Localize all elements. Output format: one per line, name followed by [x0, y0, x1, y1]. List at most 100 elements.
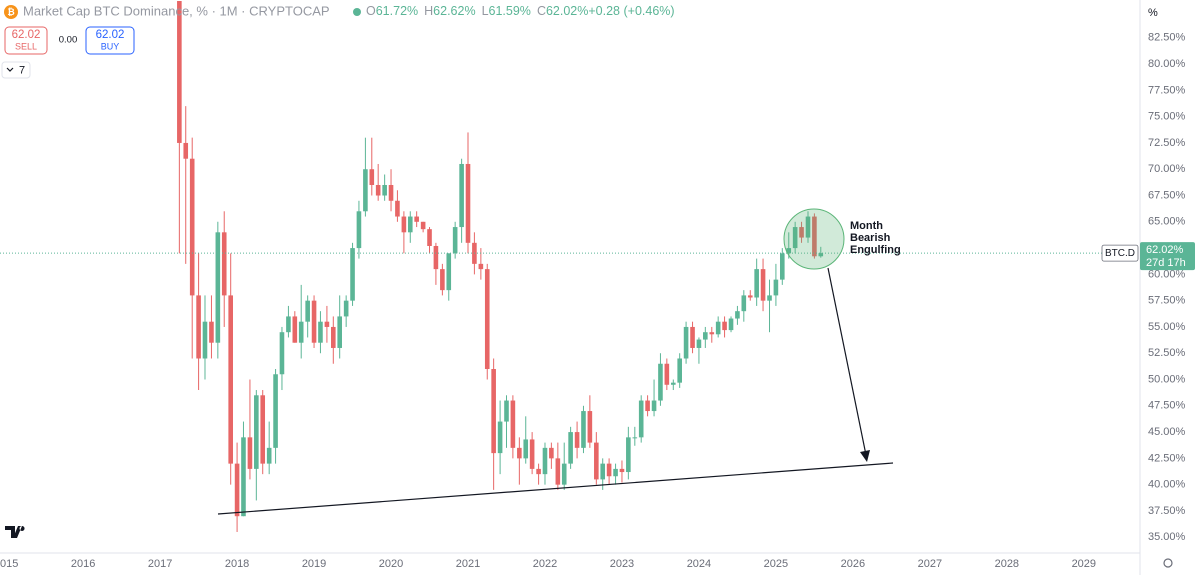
legend-key: L [482, 4, 489, 18]
candle-body [561, 463, 567, 485]
candle-body [651, 400, 657, 412]
axes: 35.00% 37.50% 40.00% 42.50% 45.00% 47.50% 50.0… [0, 32, 1186, 570]
x-tick-label: 2019 [302, 558, 326, 570]
candle-body [677, 358, 682, 383]
x-tick-label: 2018 [225, 558, 249, 570]
candle-body [703, 332, 708, 340]
x-tick-label: 2017 [148, 558, 172, 570]
candle-body [792, 227, 798, 249]
candle-body [510, 400, 516, 448]
sell-button[interactable] [4, 26, 48, 55]
chevron-icon [6, 67, 14, 72]
symbol-icon-glyph: ₿ [7, 7, 14, 17]
candle-body [805, 216, 811, 238]
symbol-icon [4, 5, 18, 19]
candle-body [318, 321, 323, 343]
y-tick-label: 77.50% [1148, 84, 1186, 96]
candle-body [664, 363, 670, 385]
annotation: Engulfing [850, 244, 901, 256]
candle-body [177, 1, 182, 143]
candle-body [747, 295, 753, 298]
market-status[interactable] [353, 8, 361, 16]
candle-body [324, 321, 330, 327]
y-tick-label: 82.50% [1148, 32, 1186, 44]
symbol-tag-text: BTC.D [1105, 248, 1135, 259]
candle-body [690, 326, 695, 348]
scale-mode-button[interactable] [1142, 3, 1194, 23]
price-tag-countdown: 27d 17h [1146, 257, 1186, 269]
candle-body [574, 432, 580, 448]
candle-body [382, 185, 387, 196]
candle-body [581, 411, 586, 448]
scale-unit: % [1148, 7, 1158, 19]
candle-body [779, 253, 785, 280]
candle-body [273, 374, 278, 448]
x-tick-label: 2015 [0, 558, 18, 570]
candle-body [241, 437, 246, 517]
buy-price: 62.02 [96, 29, 125, 41]
candle-body [626, 437, 631, 473]
x-tick-label: 2029 [1072, 558, 1096, 570]
y-tick-label: 67.50% [1148, 189, 1186, 201]
candle-body [215, 232, 221, 343]
candle-body [536, 468, 541, 475]
candle-body [619, 468, 625, 473]
candle-body [529, 439, 535, 469]
candle-body [331, 326, 336, 348]
candle-body [812, 216, 817, 257]
candle-body [337, 316, 342, 348]
chart-title[interactable]: Market Cap BTC Dominance, % · 1M · CRYPT… [23, 3, 330, 18]
candle-body [401, 216, 407, 233]
legend-value: 61.59% [489, 4, 531, 18]
candle-body [363, 169, 368, 212]
candle-body [613, 468, 618, 477]
legend-value: 62.62% [433, 4, 475, 18]
candle-body [279, 332, 285, 375]
candle-body [735, 311, 740, 319]
legend-key: H [424, 4, 433, 18]
legend-key: C [537, 4, 546, 18]
candle-body [773, 279, 779, 296]
candle-body [497, 421, 503, 454]
candle-body [484, 269, 490, 369]
candle-body [388, 185, 394, 201]
y-tick-label: 70.00% [1148, 163, 1186, 175]
x-tick-label: 2022 [533, 558, 557, 570]
tv-logo[interactable] [5, 526, 25, 538]
y-tick-label: 60.00% [1148, 268, 1186, 280]
candle-body [298, 321, 304, 343]
indicators-toggle[interactable] [1, 61, 31, 79]
candle-body [247, 437, 253, 469]
y-tick-label: 72.50% [1148, 137, 1186, 149]
x-tick-label: 2026 [841, 558, 865, 570]
ohlc-legend: O61.72% H62.62% L61.59% C62.02%+0.28 (+0.46… [366, 4, 675, 18]
x-tick-label: 2021 [456, 558, 480, 570]
y-tick-label: 45.00% [1148, 426, 1186, 438]
candle-body [728, 318, 734, 331]
candle-body [459, 163, 464, 228]
y-tick-label: 35.00% [1148, 531, 1186, 543]
y-tick-label: 52.50% [1148, 347, 1186, 359]
candle-body [683, 326, 689, 359]
candle-body [369, 169, 375, 185]
x-tick-label: 2028 [995, 558, 1019, 570]
sell-label: SELL [15, 41, 37, 51]
legend-value: 61.72% [376, 4, 418, 18]
x-tick-label: 2027 [918, 558, 942, 570]
arrow-line [827, 267, 867, 456]
candle-body [741, 295, 747, 312]
candle-body [446, 253, 452, 291]
candle-body [305, 300, 310, 322]
x-tick-label: 2024 [687, 558, 711, 570]
candle-body [799, 227, 804, 238]
candle-body [234, 463, 240, 517]
buy-button[interactable] [85, 26, 135, 55]
arrow-head [860, 450, 870, 462]
candle-body [517, 447, 522, 459]
candle-body [786, 248, 792, 254]
candle-body [356, 211, 362, 249]
candle-body [722, 321, 727, 331]
settings-icon[interactable] [1163, 558, 1173, 568]
candle-body [209, 321, 214, 343]
